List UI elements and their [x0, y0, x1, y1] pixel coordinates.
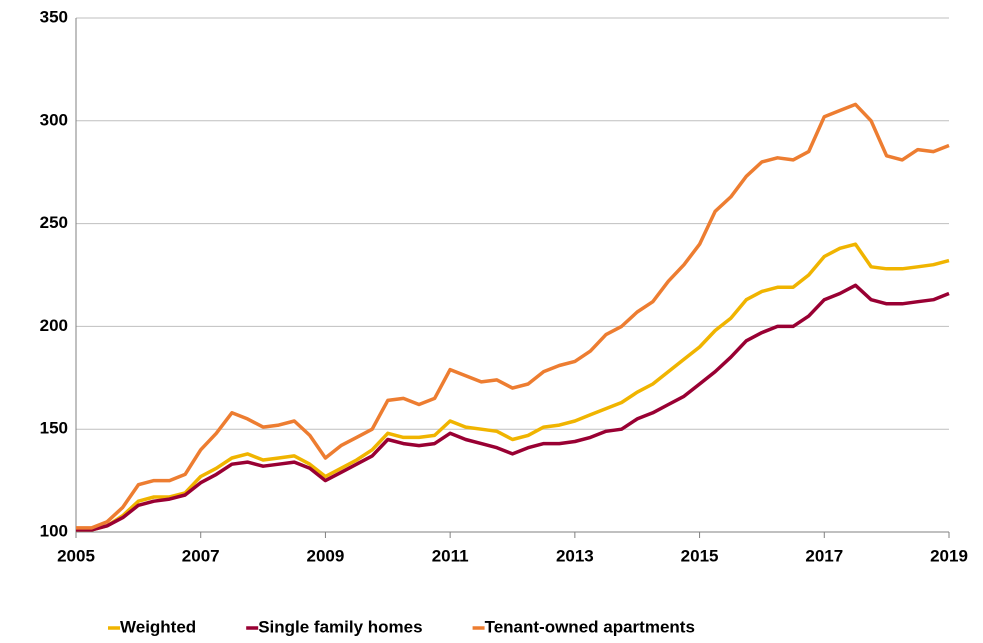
y-tick-label: 100 [40, 521, 68, 540]
x-tick-label: 2015 [681, 546, 719, 565]
legend-label: Tenant-owned apartments [485, 617, 695, 636]
y-tick-label: 250 [40, 213, 68, 232]
series-line [76, 102, 950, 530]
x-tick-label: 2009 [307, 546, 345, 565]
series-line [76, 283, 950, 532]
x-tick-label: 2017 [805, 546, 843, 565]
y-tick-label: 150 [40, 419, 68, 438]
y-tick-label: 300 [40, 110, 68, 129]
legend-label: Single family homes [258, 617, 422, 636]
y-tick-label: 200 [40, 316, 68, 335]
y-tick-label: 350 [40, 7, 68, 26]
x-tick-label: 2019 [930, 546, 968, 565]
series-line [76, 242, 950, 532]
x-tick-label: 2007 [182, 546, 220, 565]
x-tick-label: 2011 [432, 546, 469, 565]
x-tick-label: 2013 [556, 546, 594, 565]
legend-label: Weighted [120, 617, 196, 636]
x-tick-label: 2005 [57, 546, 95, 565]
